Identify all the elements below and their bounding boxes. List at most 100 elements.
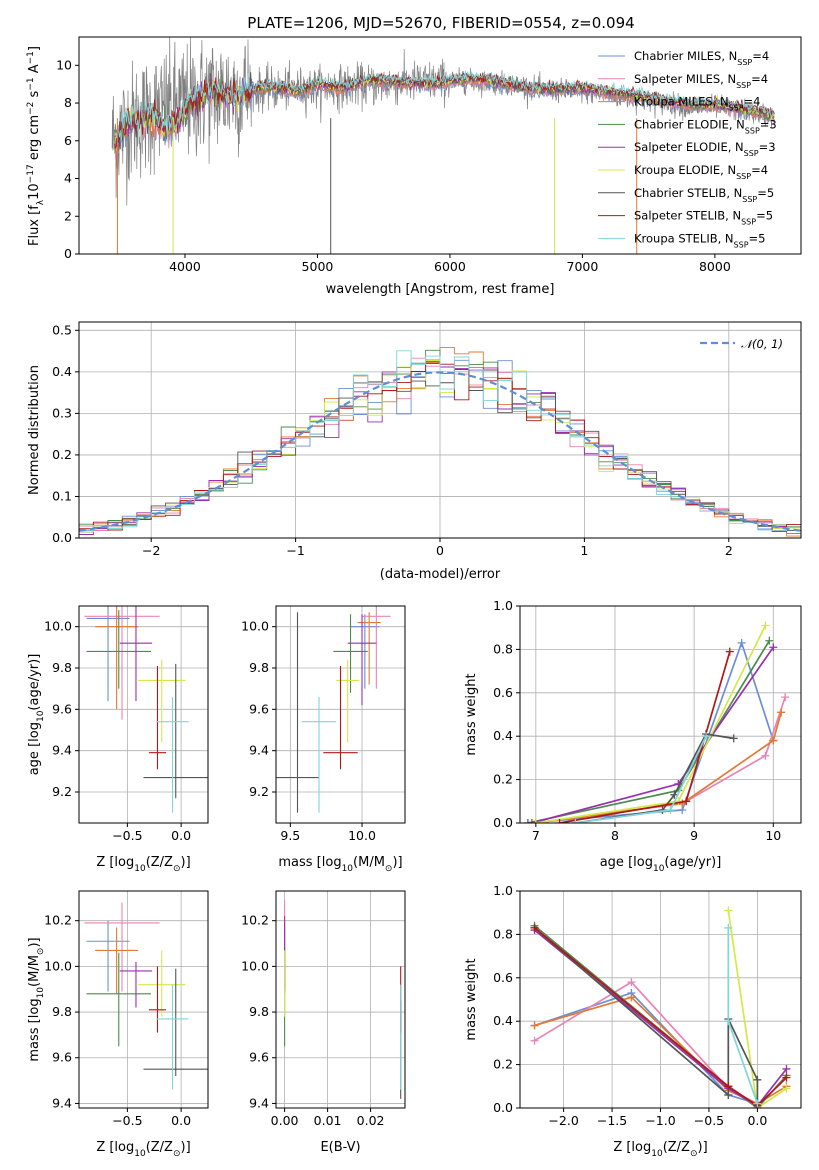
- legend-part: SSP: [744, 149, 759, 158]
- axes-frame: [78, 890, 209, 1109]
- label-part: mass [log: [278, 855, 341, 870]
- grid: [520, 890, 801, 1109]
- y-tick-label: 10: [56, 57, 72, 72]
- y-tick-label: 0.8: [493, 641, 513, 656]
- data-point: [527, 819, 536, 823]
- x-axis-label: Z [log10(Z/Z⊙)]: [96, 1140, 190, 1159]
- data-point: [724, 1090, 733, 1099]
- x-tick-label: −0.5: [694, 1113, 724, 1128]
- legend-part: Salpeter MILES, N: [634, 72, 736, 86]
- legend-part: SSP: [741, 217, 756, 226]
- label-part: )]: [698, 1140, 708, 1155]
- age-vs-Z-panel: −0.5 0.09.29.49.69.810.0Z [log10(Z/Z⊙)]ag…: [27, 605, 209, 874]
- y-axis-label: Normed distribution: [27, 365, 42, 495]
- grid: [79, 891, 208, 1108]
- y-tick-label: 10.0: [241, 958, 269, 973]
- y-tick-label: 9.8: [52, 660, 72, 675]
- y-tick-label: 0.6: [493, 970, 513, 985]
- legend-part: Kroupa ELODIE, N: [634, 163, 736, 177]
- y-tick-label: 9.4: [249, 1095, 269, 1110]
- data-point: [555, 819, 564, 823]
- legend-label: 𝒩(0, 1): [741, 337, 783, 351]
- label-part: (M/M: [27, 955, 42, 987]
- y-axis-label: mass weight: [464, 673, 479, 755]
- plot-area: [84, 606, 208, 813]
- series-line: [535, 712, 783, 823]
- x-tick-label: 9.5: [280, 828, 300, 843]
- errorbar-point-2: [84, 902, 160, 992]
- data-point: [674, 797, 683, 806]
- series-line: [533, 929, 788, 1107]
- label-part: 10: [36, 710, 46, 722]
- series-line: [527, 640, 775, 823]
- y-tick-label: 0.0: [493, 1100, 513, 1115]
- legend-part: Kroupa MILES, N: [634, 95, 729, 109]
- data-point: [769, 643, 778, 652]
- y-tick-label: 10.0: [241, 619, 269, 634]
- plot-area: [84, 902, 208, 1090]
- residuals-panel: −2 −1 0 1 2 0.0 0.1 0.2 0.3 0.4 0.5 (data-model)/er…: [27, 321, 802, 582]
- legend-part: =3: [760, 117, 777, 131]
- legend-label: Kroupa ELODIE, NSSP=4: [634, 163, 768, 181]
- plot-area: [523, 621, 790, 823]
- errorbar-point-4: [86, 610, 152, 689]
- y-tick-label: 10.2: [241, 913, 269, 928]
- label-part: )]: [392, 855, 402, 870]
- label-part: 10: [651, 1149, 663, 1159]
- y-tick-label: 0.2: [52, 447, 72, 462]
- label-part: )]: [181, 1140, 191, 1155]
- label-part: −1: [26, 77, 36, 90]
- x-tick-label: 10.0: [348, 828, 376, 843]
- errorbar-point-6: [336, 659, 360, 743]
- errorbar-point-6: [138, 659, 186, 743]
- legend-part: Chabrier MILES, N: [634, 49, 737, 63]
- legend-label: Salpeter STELIB, NSSP=5: [634, 209, 773, 227]
- label-part: Z [log: [96, 1140, 134, 1155]
- label-part: λ: [36, 199, 46, 205]
- data-point: [753, 1075, 762, 1084]
- label-part: ⊙: [173, 1149, 181, 1159]
- data-point: [753, 1099, 762, 1108]
- data-point: [702, 732, 711, 741]
- y-tick-label: 9.6: [249, 1050, 269, 1065]
- x-tick-label: −2: [142, 543, 160, 558]
- x-axis-label: (data-model)/error: [380, 567, 501, 582]
- y-tick-label: 9.4: [249, 743, 269, 758]
- series-5: [527, 643, 778, 823]
- series-line: [535, 625, 767, 823]
- data-point: [530, 1036, 539, 1045]
- axes-frame: [78, 605, 209, 824]
- legend-label: Salpeter ELODIE, NSSP=3: [634, 140, 776, 158]
- data-point: [724, 923, 733, 932]
- y-tick-label: 1.0: [493, 598, 513, 613]
- label-part: (age/yr)]: [27, 654, 42, 711]
- series-9: [724, 923, 762, 1108]
- x-axis-label: age [log10(age/yr)]: [600, 855, 722, 874]
- y-tick-label: 0.4: [493, 728, 513, 743]
- legend-label: Chabrier ELODIE, NSSP=3: [634, 117, 777, 135]
- label-part: (Z/Z: [663, 1140, 690, 1155]
- label-part: (M/M: [353, 855, 385, 870]
- data-point: [737, 638, 746, 647]
- y-axis-label: mass weight: [464, 958, 479, 1040]
- axes-frame: [78, 36, 802, 255]
- x-tick-label: 8: [611, 828, 619, 843]
- x-tick-label: 10: [765, 828, 781, 843]
- series-9: [571, 732, 711, 823]
- label-part: ⊙: [36, 948, 46, 956]
- x-tick-label: 7: [532, 828, 540, 843]
- errorbar-point-8: [323, 665, 358, 770]
- axes-frame: [519, 605, 802, 824]
- label-part: (Z/Z: [146, 1140, 173, 1155]
- errorbar-point-7: [143, 968, 208, 1077]
- x-axis-label: Z [log10(Z/Z⊙)]: [613, 1140, 707, 1159]
- data-point: [782, 1073, 791, 1082]
- spectrum-panel: 4000 5000 6000 7000 8000 0 2 4 6 8 10 wavelength [A…: [26, 36, 802, 297]
- label-part: ⊙: [173, 864, 181, 874]
- data-point: [627, 993, 636, 1002]
- y-axis-label: Flux [fλ10−17 erg cm−2 s−1 A−1]: [26, 46, 46, 246]
- data-point: [724, 906, 733, 915]
- x-tick-label: 6000: [434, 259, 466, 274]
- x-tick-label: 9: [690, 828, 698, 843]
- legend-part: Kroupa STELIB, N: [634, 231, 734, 245]
